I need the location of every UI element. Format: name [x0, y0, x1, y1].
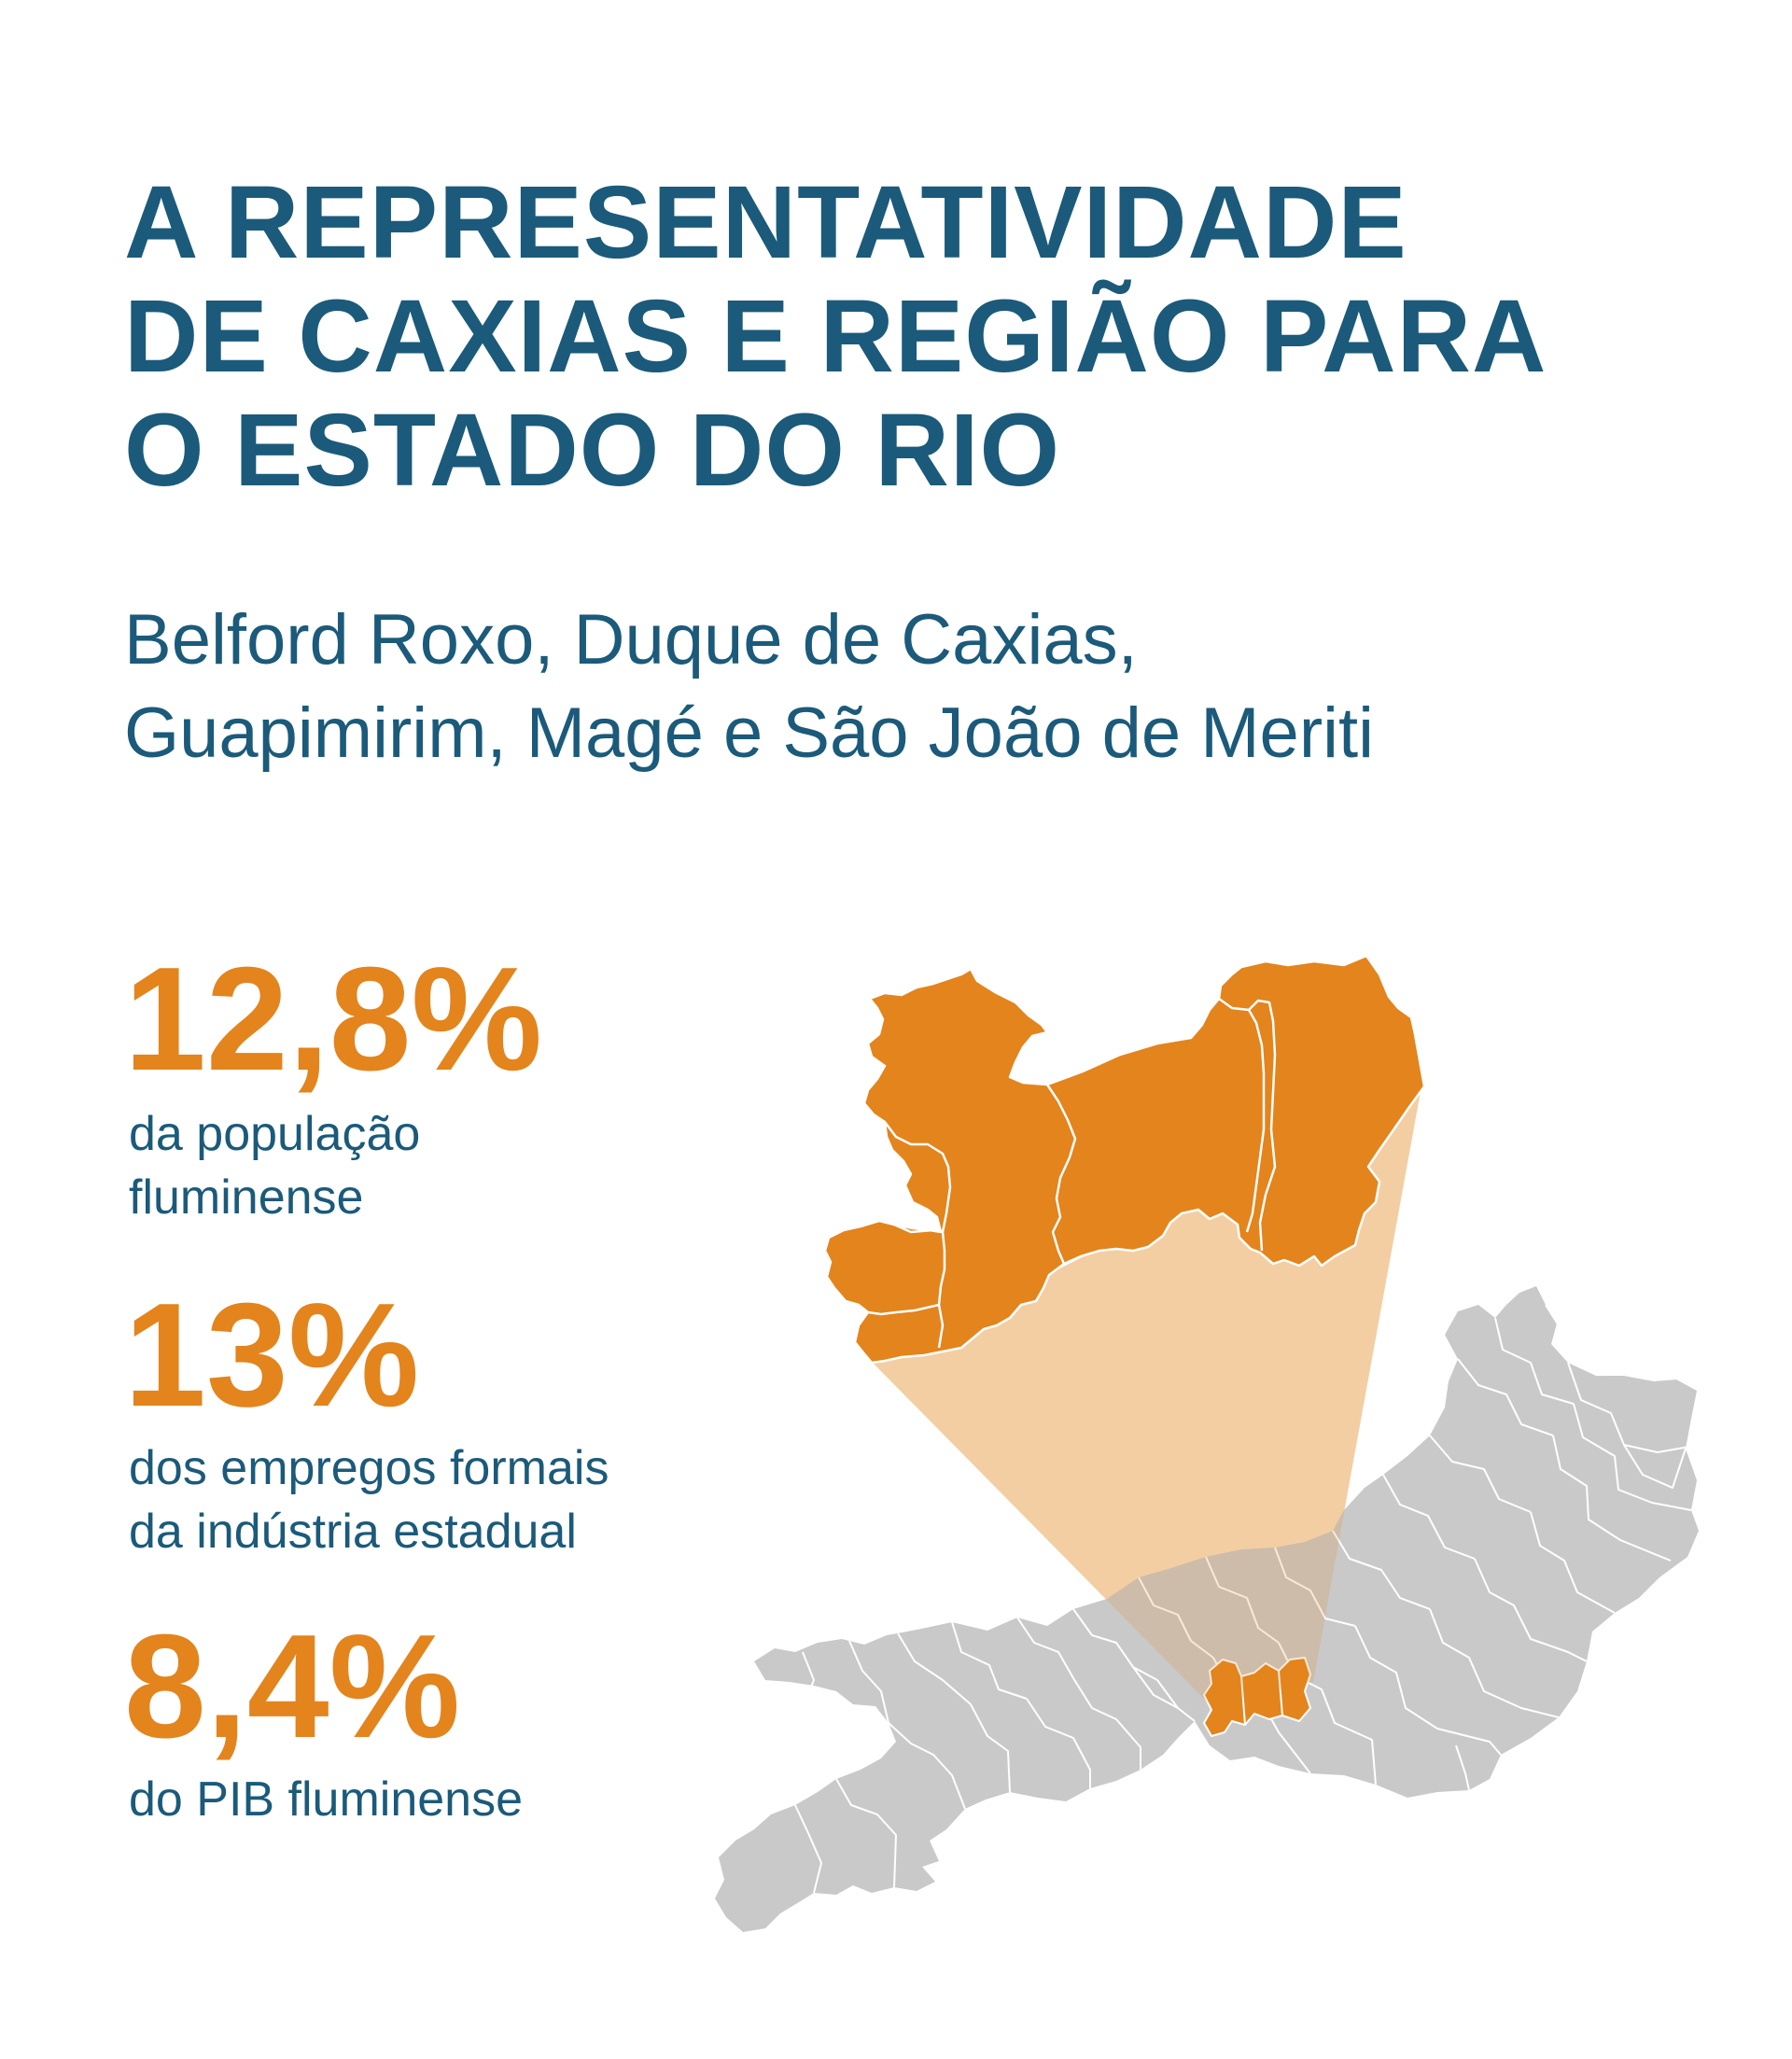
state-highlight-region: [1203, 1657, 1311, 1737]
stat-jobs-label: dos empregos formais da indústria estadu…: [129, 1436, 609, 1563]
title-line-1: A REPRESENTATIVIDADE: [124, 165, 1407, 280]
subtitle-line-1: Belford Roxo, Duque de Caxias,: [124, 600, 1138, 679]
region-detail-borders: [867, 997, 1277, 1349]
subtitle-line-2: Guapimirim, Magé e São João de Meriti: [124, 693, 1375, 773]
stat-jobs-value: 13%: [124, 1273, 420, 1437]
stat-gdp-label: do PIB fluminense: [129, 1768, 523, 1831]
stat-population-label-line-1: da população: [129, 1107, 421, 1161]
page-title: A REPRESENTATIVIDADE DE CAXIAS E REGIÃO …: [124, 166, 1617, 508]
stat-jobs-label-line-2: da indústria estadual: [129, 1505, 577, 1559]
stat-jobs-label-line-1: dos empregos formais: [129, 1441, 609, 1495]
stat-gdp-label-line-1: do PIB fluminense: [129, 1772, 524, 1827]
title-line-2: DE CAXIAS E REGIÃO PARA: [124, 279, 1547, 394]
state-shape: [715, 1286, 1699, 1932]
stat-population-value: 12,8%: [124, 937, 543, 1101]
stat-population-label: da população fluminense: [129, 1102, 420, 1229]
stat-gdp-value: 8,4%: [124, 1604, 461, 1769]
region-detail-map: [823, 954, 1426, 1365]
municipalities-subtitle: Belford Roxo, Duque de Caxias, Guapimiri…: [124, 594, 1711, 780]
title-line-3: O ESTADO DO RIO: [124, 393, 1061, 508]
stat-population-label-line-2: fluminense: [129, 1170, 364, 1225]
state-highlight-shape: [1203, 1657, 1311, 1737]
